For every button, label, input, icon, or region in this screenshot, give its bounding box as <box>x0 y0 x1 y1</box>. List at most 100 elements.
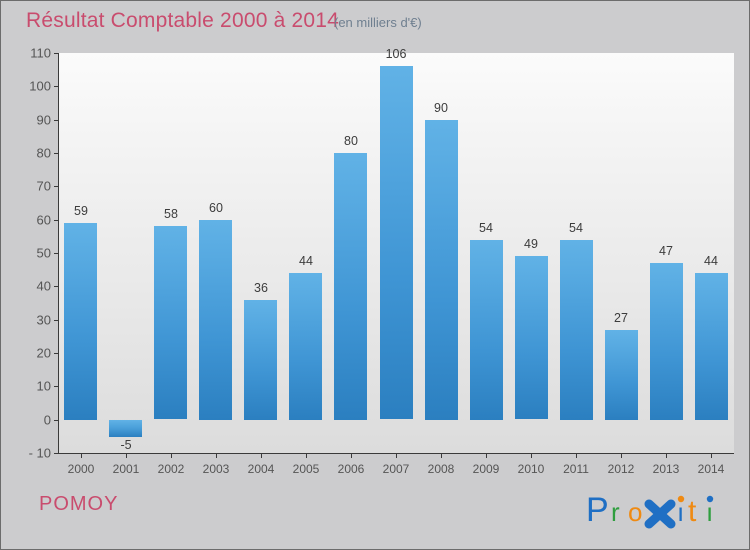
x-axis-tick <box>576 453 577 458</box>
y-axis-tick-label-wrap: 50 <box>37 246 59 261</box>
x-axis-tick-label: 2011 <box>563 462 589 476</box>
x-axis-tick-label: 2001 <box>112 462 140 476</box>
y-axis-tick-label-wrap: 90 <box>37 112 59 127</box>
x-axis-tick <box>711 453 712 458</box>
y-axis-tick <box>54 353 59 354</box>
x-axis-tick-label: 2004 <box>247 462 275 476</box>
bar-2001 <box>109 420 142 437</box>
y-axis-tick-label-wrap: 60 <box>37 212 59 227</box>
bar-2004 <box>244 300 277 420</box>
bar-value-label-2001: -5 <box>120 438 132 452</box>
y-axis-tick <box>54 319 59 321</box>
y-axis-tick-label-wrap: 30 <box>37 312 59 327</box>
x-axis-tick <box>621 453 622 458</box>
bar-2014 <box>695 273 728 420</box>
y-axis-tick-label-wrap: 0 <box>44 412 59 427</box>
y-axis-tick-label: 50 <box>36 245 51 261</box>
y-axis-tick <box>54 453 59 454</box>
x-axis-tick <box>486 453 487 458</box>
bar-2011 <box>560 240 593 420</box>
y-axis-tick-label: 110 <box>30 45 51 61</box>
x-axis-tick-label: 2003 <box>202 462 230 476</box>
y-axis-tick-label-wrap: 10 <box>37 379 59 394</box>
bar-value-label-2013: 47 <box>659 244 673 258</box>
x-axis-tick-label: 2010 <box>517 462 545 476</box>
bar-value-label-2007: 106 <box>385 47 407 61</box>
y-axis-tick-label: - 10 <box>28 445 51 461</box>
bar-2012 <box>605 330 638 420</box>
logo-letter-i-dot <box>706 495 714 503</box>
y-axis-tick-label-wrap: 40 <box>37 279 59 294</box>
y-axis-tick <box>54 219 59 221</box>
y-axis-tick-label: 80 <box>36 145 51 161</box>
y-axis-tick-label: 90 <box>36 112 51 128</box>
logo-letter-i-dot <box>677 495 685 503</box>
x-axis-tick <box>531 453 532 458</box>
plot-inner: - 10 0 10 20 30 40 50 60 70 80 90 100 110 2000 2001 20… <box>29 46 734 476</box>
logo-letter-P: P <box>586 491 609 529</box>
plot-area: - 10 0 10 20 30 40 50 60 70 80 90 100 110 2000 2001 20… <box>29 46 734 476</box>
x-axis-tick-label: 2005 <box>292 462 320 476</box>
x-axis-tick-label: 2014 <box>697 462 725 476</box>
y-axis-tick-label: 100 <box>29 78 51 94</box>
bar-2000 <box>64 223 97 420</box>
y-axis-tick <box>54 119 59 121</box>
x-axis-tick <box>81 453 82 458</box>
x-axis-tick-label: 2012 <box>607 462 635 476</box>
page-title: Résultat Comptable 2000 à 2014 <box>26 9 340 32</box>
bar-2003 <box>199 220 232 420</box>
x-axis-tick <box>261 453 262 458</box>
bar-value-label-2000: 59 <box>74 204 88 218</box>
bar-value-label-2014: 44 <box>704 254 718 268</box>
y-axis-tick-label: 40 <box>36 278 51 294</box>
x-axis-tick-label: 2002 <box>157 462 185 476</box>
y-axis-tick-label-wrap: 80 <box>37 146 59 161</box>
y-axis-tick <box>54 386 59 388</box>
x-axis-tick <box>126 453 127 458</box>
y-axis-tick-label-wrap: 20 <box>37 346 59 361</box>
logo-letter-o: o <box>628 497 642 527</box>
logo-letter-i: ı <box>677 497 684 527</box>
bar-value-label-2012: 27 <box>614 311 628 325</box>
y-axis-tick-label-wrap: 70 <box>37 179 59 194</box>
chart-header: Résultat Comptable 2000 à 2014 (en milli… <box>1 1 749 41</box>
y-axis-tick <box>54 286 59 288</box>
x-axis-tick-label: 2008 <box>427 462 455 476</box>
y-axis-tick-label-wrap: - 10 <box>29 446 59 461</box>
y-axis-tick <box>54 86 59 88</box>
chart-subtitle: (en milliers d'€) <box>334 15 422 30</box>
bar-value-label-2011: 54 <box>569 221 583 235</box>
y-axis-tick-label: 10 <box>36 378 51 394</box>
bar-value-label-2006: 80 <box>344 134 358 148</box>
x-axis-tick <box>351 453 352 458</box>
y-axis-tick-label-wrap: 100 <box>29 79 59 94</box>
y-axis-tick <box>54 186 59 188</box>
bar-2009 <box>470 240 503 420</box>
bar-2010 <box>515 256 548 419</box>
bar-2006 <box>334 153 367 420</box>
bar-value-label-2008: 90 <box>434 101 448 115</box>
bar-value-label-2002: 58 <box>164 207 178 221</box>
y-axis-tick-label: 30 <box>36 312 51 328</box>
x-axis-tick-label: 2009 <box>472 462 500 476</box>
logo-letter-t: t <box>688 495 697 528</box>
bar-value-label-2009: 54 <box>479 221 493 235</box>
bar-2008 <box>425 120 458 420</box>
x-axis-tick <box>216 453 217 458</box>
bar-value-label-2010: 49 <box>524 237 538 251</box>
logo-letter-i: ı <box>706 497 713 527</box>
y-axis-tick-label: 70 <box>36 178 51 194</box>
logo-letter-x <box>644 499 676 529</box>
bar-value-label-2003: 60 <box>209 201 223 215</box>
bar-2002 <box>154 226 187 419</box>
x-axis-tick <box>396 453 397 458</box>
x-axis-tick-label: 2013 <box>652 462 680 476</box>
y-axis-tick-label-wrap: 110 <box>30 46 59 61</box>
bar-2005 <box>289 273 322 420</box>
y-axis-tick <box>54 53 59 54</box>
logo-letter-r: r <box>611 497 620 527</box>
